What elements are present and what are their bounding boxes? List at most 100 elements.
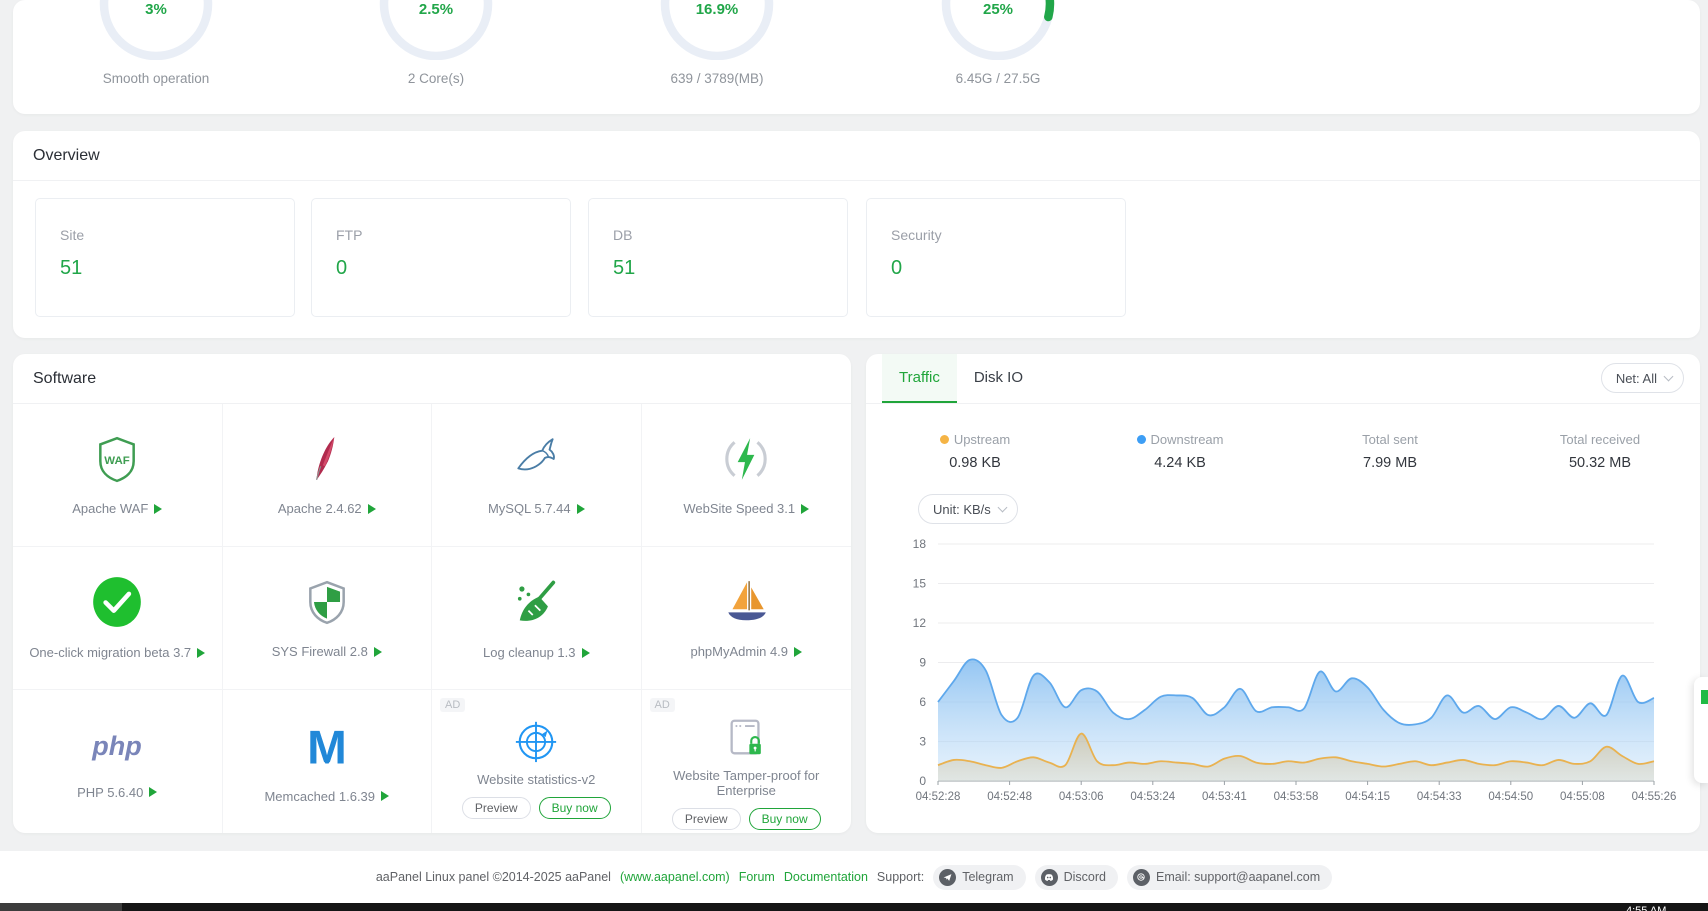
- svg-text:04:53:06: 04:53:06: [1059, 791, 1104, 803]
- svg-text:3: 3: [919, 735, 926, 749]
- gauge-ring-icon: [941, 0, 1055, 60]
- software-item-phpmyadmin[interactable]: phpMyAdmin 4.9: [641, 547, 851, 690]
- software-item-sys-firewall[interactable]: SYS Firewall 2.8: [222, 547, 432, 690]
- svg-text:04:54:50: 04:54:50: [1488, 791, 1533, 803]
- play-icon[interactable]: [581, 647, 590, 658]
- discord-icon: [1040, 868, 1058, 886]
- svg-text:WAF: WAF: [105, 455, 130, 467]
- gauge-label: 6.45G / 27.5G: [955, 71, 1041, 86]
- php-logo-icon: php: [92, 731, 142, 761]
- software-item-label: One-click migration beta 3.7: [29, 645, 192, 660]
- mysql-dolphin-icon: [517, 438, 556, 471]
- stat-value: 7.99 MB: [1363, 455, 1417, 471]
- floating-widget[interactable]: [1694, 677, 1708, 783]
- software-item-mysql[interactable]: MySQL 5.7.44: [432, 404, 642, 547]
- gauge-value: 16.9%: [695, 1, 739, 18]
- tab-traffic[interactable]: Traffic: [882, 354, 957, 403]
- tab-disk-io[interactable]: Disk IO: [973, 369, 1024, 386]
- svg-text:M: M: [307, 721, 347, 772]
- card-value: 0: [891, 257, 903, 279]
- play-icon[interactable]: [794, 646, 803, 657]
- gauge-label: 639 / 3789(MB): [670, 71, 764, 86]
- overview-panel: Overview Site 51 FTP 0 DB 51 Security 0: [13, 131, 1700, 338]
- stat-upstream: Upstream 0.98 KB: [890, 432, 1060, 471]
- gauge-disk: 25% 6.45G / 27.5G: [888, 0, 1108, 86]
- software-item-apache[interactable]: Apache 2.4.62: [222, 404, 432, 547]
- net-filter-dropdown[interactable]: Net: All: [1600, 363, 1684, 393]
- buy-now-button[interactable]: Buy now: [748, 808, 821, 830]
- card-value: 51: [60, 257, 83, 279]
- software-item-memcached[interactable]: M Memcached 1.6.39: [223, 690, 432, 833]
- software-item-one-click-migration[interactable]: One-click migration beta 3.7: [13, 547, 223, 690]
- speed-bolt-icon: [725, 438, 767, 480]
- software-item-label: MySQL 5.7.44: [487, 501, 571, 516]
- svg-text:04:55:26: 04:55:26: [1632, 791, 1677, 803]
- svg-text:0: 0: [919, 774, 926, 788]
- play-icon[interactable]: [801, 503, 810, 514]
- software-item-website-statistics[interactable]: AD Website statistics-v2 Preview Buy now: [432, 690, 642, 833]
- play-icon[interactable]: [154, 503, 163, 514]
- overview-card-ftp[interactable]: FTP 0: [311, 198, 571, 317]
- link-website[interactable]: (www.aapanel.com): [619, 870, 730, 884]
- card-label: DB: [613, 227, 633, 243]
- gauge-progress-arc: [1044, 0, 1055, 22]
- preview-button[interactable]: Preview: [671, 808, 741, 830]
- floating-widget-green-icon: [1701, 690, 1708, 704]
- software-item-label: Website statistics-v2: [477, 772, 596, 787]
- play-icon[interactable]: [367, 503, 376, 514]
- preview-button[interactable]: Preview: [461, 797, 531, 819]
- link-documentation[interactable]: Documentation: [783, 870, 868, 884]
- software-grid: WAF Apache WAF Apache 2.4.62 MySQL 5.7.4…: [13, 404, 851, 833]
- software-item-label: Website Tamper-proof for Enterprise: [673, 768, 820, 798]
- statistics-target-icon: [516, 721, 557, 763]
- unit-value: Unit: KB/s: [933, 501, 991, 517]
- play-icon[interactable]: [373, 646, 382, 657]
- page-footer: aaPanel Linux panel ©2014-2025 aaPanel (…: [0, 851, 1708, 903]
- software-item-log-cleanup[interactable]: Log cleanup 1.3: [432, 547, 642, 690]
- software-item-website-tamper-proof[interactable]: AD Website Tamper-proof for Enterprise P…: [642, 690, 852, 833]
- play-icon[interactable]: [149, 787, 158, 797]
- support-label: Support:: [876, 870, 925, 884]
- software-item-label: PHP 5.6.40: [77, 784, 144, 800]
- software-item-php[interactable]: php PHP 5.6.40: [13, 690, 223, 833]
- copyright-text: aaPanel Linux panel ©2014-2025 aaPanel: [375, 870, 611, 884]
- monitor-tabs: Traffic Disk IO: [866, 354, 1700, 404]
- stat-value: 0.98 KB: [949, 455, 1001, 471]
- chevron-down-icon: [1663, 371, 1674, 382]
- overview-card-db[interactable]: DB 51: [588, 198, 848, 317]
- svg-text:04:52:28: 04:52:28: [916, 791, 961, 803]
- tamperproof-window-icon: [730, 719, 762, 755]
- gauge-value: 2.5%: [418, 1, 454, 18]
- software-item-apache-waf[interactable]: WAF Apache WAF: [13, 404, 223, 547]
- gauge-ring-icon: [379, 0, 493, 60]
- apache-feather-icon: [315, 437, 335, 480]
- stat-total-sent: Total sent 7.99 MB: [1305, 432, 1475, 471]
- card-label: FTP: [336, 227, 363, 243]
- gauge-label: Smooth operation: [102, 71, 210, 86]
- overview-card-site[interactable]: Site 51: [35, 198, 295, 317]
- software-item-label: SYS Firewall 2.8: [271, 644, 368, 659]
- overview-card-security[interactable]: Security 0: [866, 198, 1126, 317]
- unit-dropdown[interactable]: Unit: KB/s: [918, 494, 1018, 524]
- software-item-website-speed[interactable]: WebSite Speed 3.1: [641, 404, 851, 547]
- play-icon[interactable]: [197, 647, 206, 658]
- card-label: Security: [891, 227, 942, 243]
- buy-now-button[interactable]: Buy now: [538, 797, 611, 819]
- svg-text:04:53:41: 04:53:41: [1202, 791, 1247, 803]
- taskbar-clock[interactable]: 4:55 AM: [1626, 905, 1667, 911]
- play-icon[interactable]: [576, 503, 585, 514]
- link-forum[interactable]: Forum: [738, 870, 775, 884]
- svg-text:04:53:24: 04:53:24: [1130, 791, 1175, 803]
- migration-check-icon: [93, 577, 142, 627]
- svg-text:04:55:08: 04:55:08: [1560, 791, 1605, 803]
- discord-button[interactable]: Discord: [1034, 864, 1118, 890]
- software-item-label: Log cleanup 1.3: [482, 645, 576, 660]
- telegram-button[interactable]: Telegram: [933, 864, 1026, 890]
- card-label: Site: [60, 227, 85, 243]
- waf-shield-icon: WAF: [99, 436, 136, 483]
- play-icon[interactable]: [381, 791, 390, 801]
- gauge-value: 3%: [145, 1, 167, 18]
- email-support-button[interactable]: Email: support@aapanel.com: [1126, 864, 1333, 890]
- firewall-shield-icon: [308, 580, 345, 625]
- svg-text:6: 6: [919, 695, 926, 709]
